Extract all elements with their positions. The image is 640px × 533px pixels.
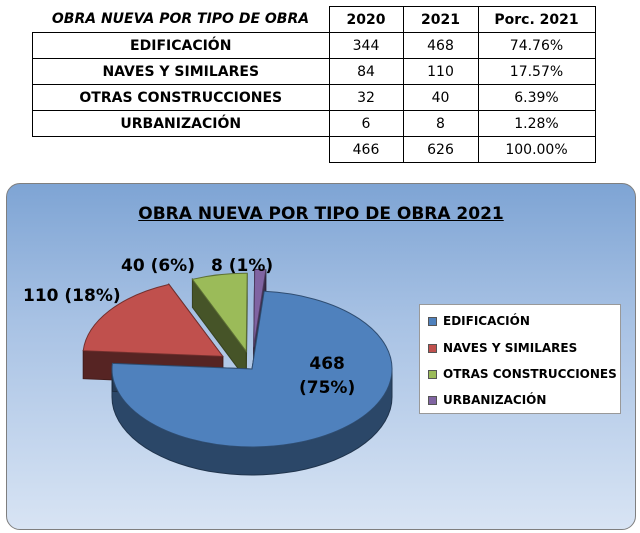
row-label: EDIFICACIÓN	[32, 32, 330, 59]
row-value-pct: 6.39%	[477, 84, 596, 111]
chart-legend: EDIFICACIÓN NAVES Y SIMILARES OTRAS CONS…	[419, 304, 621, 414]
row-value-pct: 17.57%	[477, 58, 596, 85]
total-value-2021: 626	[402, 136, 479, 163]
data-label-naves: 110 (18%)	[23, 286, 121, 306]
row-value-pct: 1.28%	[477, 110, 596, 137]
row-value-2021: 8	[402, 110, 479, 137]
legend-swatch	[428, 396, 437, 405]
table-row: EDIFICACIÓN 344 468 74.76%	[32, 32, 596, 59]
pie-slice-naves-top	[82, 283, 224, 357]
row-label: NAVES Y SIMILARES	[32, 58, 330, 85]
pie-slice-urbanizacion-top	[253, 268, 267, 348]
pie-chart: OBRA NUEVA POR TIPO DE OBRA 2021 468 (75…	[6, 183, 636, 530]
data-label-urbanizacion: 8 (1%)	[211, 256, 274, 276]
row-value-2021: 468	[402, 32, 479, 59]
legend-swatch	[428, 317, 437, 326]
data-label-edificacion: 468 (75%)	[299, 352, 355, 400]
table-row: OTRAS CONSTRUCCIONES 32 40 6.39%	[32, 84, 596, 111]
row-value-2021: 110	[402, 58, 479, 85]
legend-swatch	[428, 344, 437, 353]
table-header-2021: 2021	[402, 6, 479, 33]
chart-title: OBRA NUEVA POR TIPO DE OBRA 2021	[138, 204, 504, 224]
data-label-edificacion-value: 468	[309, 354, 345, 374]
stats-table: OBRA NUEVA POR TIPO DE OBRA 2020 2021 Po…	[32, 6, 596, 163]
table-header-row: OBRA NUEVA POR TIPO DE OBRA 2020 2021 Po…	[33, 6, 596, 33]
row-value-2020: 32	[328, 84, 404, 111]
legend-label: OTRAS CONSTRUCCIONES	[443, 367, 617, 381]
table-row: NAVES Y SIMILARES 84 110 17.57%	[32, 58, 596, 85]
data-label-otras: 40 (6%)	[121, 256, 195, 276]
row-label: OTRAS CONSTRUCCIONES	[32, 84, 330, 111]
table-header-2020: 2020	[328, 6, 404, 33]
total-value-2020: 466	[328, 136, 404, 163]
total-blank-cell	[33, 137, 330, 163]
row-value-2020: 344	[328, 32, 404, 59]
row-value-pct: 74.76%	[477, 32, 596, 59]
legend-label: EDIFICACIÓN	[443, 314, 530, 328]
row-value-2021: 40	[402, 84, 479, 111]
pie-chart-canvas	[82, 268, 393, 476]
legend-item: EDIFICACIÓN	[428, 314, 530, 328]
legend-item: URBANIZACIÓN	[428, 393, 546, 407]
table-total-row: 466 626 100.00%	[33, 136, 596, 163]
table-header-pct: Porc. 2021	[477, 6, 596, 33]
legend-label: NAVES Y SIMILARES	[443, 341, 578, 355]
total-value-pct: 100.00%	[477, 136, 596, 163]
table-header-type: OBRA NUEVA POR TIPO DE OBRA	[51, 11, 310, 28]
pie-slice-otras-top	[191, 272, 248, 353]
data-label-edificacion-pct: (75%)	[299, 378, 356, 398]
pie-slice-edificacion	[111, 290, 393, 476]
legend-label: URBANIZACIÓN	[443, 393, 547, 407]
legend-item: NAVES Y SIMILARES	[428, 341, 577, 355]
legend-item: OTRAS CONSTRUCCIONES	[428, 367, 617, 381]
legend-swatch	[428, 370, 437, 379]
row-value-2020: 84	[328, 58, 404, 85]
row-value-2020: 6	[328, 110, 404, 137]
pie-slice-edificacion-top	[111, 290, 393, 448]
table-row: URBANIZACIÓN 6 8 1.28%	[32, 110, 596, 137]
row-label: URBANIZACIÓN	[32, 110, 330, 137]
